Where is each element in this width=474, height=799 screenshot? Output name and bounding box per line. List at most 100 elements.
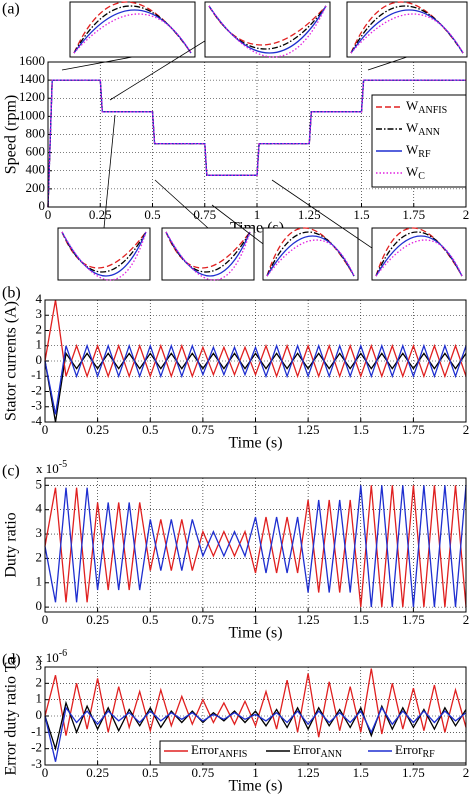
zoom-arrow (154, 179, 209, 229)
y-tick-label: 3 (36, 658, 43, 673)
zoom-arrow (367, 56, 408, 71)
y-axis-label: Duty ratio (3, 512, 20, 577)
x-tick-label: 0.75 (192, 422, 215, 437)
y-tick-label: -3 (31, 398, 42, 413)
legend-sub: ANN (320, 749, 342, 760)
zoom-curve (165, 231, 251, 273)
y-tick-label: -1 (31, 723, 42, 738)
zoom-curve (208, 5, 327, 50)
x-tick-label: 0 (45, 207, 52, 222)
axis-exponent: x 10-5 (36, 459, 67, 476)
legend-sub: RF (422, 749, 435, 760)
panel-label: (a) (2, 1, 20, 18)
zoom-curve (350, 1, 464, 54)
legend-name: W (406, 164, 419, 179)
x-tick-label: 1.5 (353, 422, 369, 437)
x-tick-label: 0.25 (89, 207, 112, 222)
x-tick-label: 0.5 (142, 422, 158, 437)
y-tick-label: 3 (36, 525, 43, 540)
legend-sub: ANFIS (218, 749, 247, 760)
x-tick-label: 0.5 (144, 207, 160, 222)
legend-name: Error (293, 742, 321, 757)
series-line (47, 79, 466, 208)
x-tick-label: 1 (254, 207, 261, 222)
y-tick-label: 4 (36, 291, 43, 306)
x-tick-label: 1.5 (353, 765, 369, 780)
series-line (44, 343, 467, 415)
x-tick-label: 2 (463, 765, 470, 780)
y-tick-label: -4 (31, 413, 42, 428)
legend-name: Error (395, 742, 423, 757)
legend-label: WANFIS (406, 98, 447, 116)
legend-sub: C (418, 171, 425, 182)
series-line (44, 706, 467, 762)
zoom-curve (61, 231, 147, 281)
y-axis-label: Stator currents (A) (3, 301, 20, 421)
legend-name: Error (191, 742, 219, 757)
series-line (44, 299, 467, 379)
legend-label: ErrorANFIS (191, 742, 247, 760)
legend-label: WRF (406, 142, 431, 160)
zoom-arrow (103, 114, 116, 229)
zoom-curve (61, 231, 147, 277)
y-tick-label: 0 (36, 707, 43, 722)
y-tick-label: 400 (26, 162, 46, 177)
legend-name: W (406, 120, 419, 135)
y-tick-label: 200 (26, 180, 46, 195)
y-axis-label: Speed (rpm) (3, 95, 20, 175)
zoom-curve (73, 13, 192, 54)
series-line (44, 485, 467, 608)
zoom-curve (61, 231, 147, 273)
x-tick-label: 0.75 (192, 765, 215, 780)
legend-sub: RF (418, 149, 431, 160)
y-tick-label: 2 (36, 549, 43, 564)
y-tick-label: 2 (36, 674, 43, 689)
zoom-curve (375, 235, 463, 277)
y-tick-label: 600 (26, 144, 46, 159)
zoom-curve (73, 1, 192, 54)
x-tick-label: 0.25 (86, 765, 109, 780)
y-tick-label: 1 (36, 691, 43, 706)
y-axis-label: Error duty ratio Ta (3, 657, 20, 776)
x-axis-label: Time (s) (228, 778, 282, 795)
y-tick-label: -2 (31, 382, 42, 397)
legend-name: W (406, 98, 419, 113)
y-tick-label: 800 (26, 125, 46, 140)
x-tick-label: 1.25 (297, 422, 320, 437)
y-tick-label: 1600 (19, 53, 45, 68)
axes-frame (44, 299, 467, 423)
axis-exponent: x 10-6 (36, 648, 67, 665)
axes-frame (44, 666, 467, 766)
legend-label: WANN (406, 120, 440, 138)
y-tick-label: 1000 (19, 107, 45, 122)
zoom-arrow (61, 56, 133, 71)
legend-sub: ANN (418, 127, 440, 138)
x-tick-label: 1 (252, 422, 259, 437)
zoom-curve (208, 5, 327, 54)
y-tick-label: 0 (39, 198, 46, 213)
exponent-power: -6 (59, 648, 67, 659)
y-tick-label: -2 (31, 740, 42, 755)
x-tick-label: 0.5 (142, 765, 158, 780)
x-tick-label: 1.75 (402, 207, 425, 222)
x-tick-label: 1.75 (402, 612, 425, 627)
legend-name: W (406, 142, 419, 157)
zoom-curve (208, 5, 327, 58)
x-tick-label: 0 (42, 422, 49, 437)
x-tick-label: 2 (463, 612, 470, 627)
x-tick-label: 2 (463, 422, 470, 437)
y-tick-label: 0 (36, 352, 43, 367)
series-line (44, 668, 467, 738)
y-tick-label: 1 (36, 574, 43, 589)
x-tick-label: 0 (42, 612, 49, 627)
x-tick-label: 1.25 (297, 612, 320, 627)
zoom-curve (165, 231, 251, 281)
zoom-curve (266, 239, 355, 277)
y-tick-label: 0 (36, 598, 43, 613)
zoom-curve (165, 231, 251, 277)
y-tick-label: 1 (36, 337, 43, 352)
series-line (44, 485, 467, 608)
exponent-base: x 10 (36, 650, 59, 665)
legend-box (159, 740, 467, 764)
legend-label: ErrorRF (395, 742, 435, 760)
